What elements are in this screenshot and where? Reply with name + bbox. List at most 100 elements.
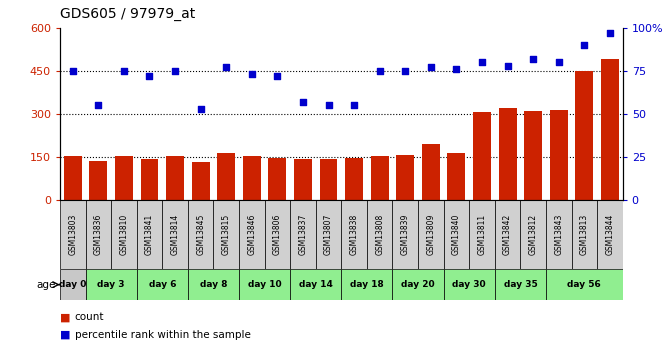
- Text: day 0: day 0: [59, 280, 87, 289]
- Text: day 20: day 20: [401, 280, 435, 289]
- Text: GSM13839: GSM13839: [401, 214, 410, 255]
- Bar: [111, 200, 137, 269]
- Bar: [268, 158, 286, 200]
- Bar: [444, 269, 495, 300]
- Bar: [422, 144, 440, 200]
- Bar: [392, 200, 418, 269]
- Text: age: age: [36, 280, 55, 289]
- Bar: [290, 200, 316, 269]
- Bar: [290, 269, 342, 300]
- Point: [349, 102, 360, 108]
- Bar: [243, 156, 261, 200]
- Bar: [316, 200, 341, 269]
- Point: [579, 42, 589, 48]
- Point: [195, 106, 206, 111]
- Text: GSM13808: GSM13808: [375, 214, 384, 255]
- Text: GSM13813: GSM13813: [580, 214, 589, 255]
- Bar: [192, 162, 210, 200]
- Point: [426, 65, 436, 70]
- Text: GSM13843: GSM13843: [554, 214, 563, 255]
- Text: day 10: day 10: [248, 280, 282, 289]
- Text: GSM13806: GSM13806: [273, 214, 282, 255]
- Text: day 35: day 35: [503, 280, 537, 289]
- Bar: [499, 108, 517, 200]
- Bar: [448, 152, 466, 200]
- Bar: [546, 269, 623, 300]
- Text: GSM13846: GSM13846: [247, 214, 256, 255]
- Bar: [115, 156, 133, 200]
- Text: percentile rank within the sample: percentile rank within the sample: [75, 330, 250, 339]
- Bar: [597, 200, 623, 269]
- Text: ■: ■: [60, 313, 71, 322]
- Bar: [141, 159, 159, 200]
- Bar: [396, 155, 414, 200]
- Text: GSM13845: GSM13845: [196, 214, 205, 255]
- Text: GSM13841: GSM13841: [145, 214, 154, 255]
- Bar: [371, 156, 389, 200]
- Point: [93, 102, 104, 108]
- Text: GSM13837: GSM13837: [298, 214, 308, 255]
- Bar: [342, 200, 367, 269]
- Text: GSM13803: GSM13803: [68, 214, 77, 255]
- Text: GSM13807: GSM13807: [324, 214, 333, 255]
- Text: GDS605 / 97979_at: GDS605 / 97979_at: [60, 7, 195, 21]
- Text: ■: ■: [60, 330, 71, 339]
- Text: GSM13814: GSM13814: [170, 214, 180, 255]
- Point: [221, 65, 232, 70]
- Bar: [60, 200, 85, 269]
- Bar: [320, 159, 338, 200]
- Bar: [473, 112, 491, 200]
- Bar: [392, 269, 444, 300]
- Text: count: count: [75, 313, 104, 322]
- Bar: [213, 200, 239, 269]
- Text: day 8: day 8: [200, 280, 227, 289]
- Point: [170, 68, 180, 73]
- Bar: [470, 200, 495, 269]
- Bar: [85, 200, 111, 269]
- Point: [477, 59, 488, 65]
- Point: [119, 68, 129, 73]
- Bar: [495, 200, 520, 269]
- Point: [374, 68, 385, 73]
- Bar: [444, 200, 470, 269]
- Bar: [239, 269, 290, 300]
- Bar: [264, 200, 290, 269]
- Text: GSM13809: GSM13809: [426, 214, 436, 255]
- Bar: [239, 200, 264, 269]
- Text: day 56: day 56: [567, 280, 601, 289]
- Text: day 14: day 14: [299, 280, 333, 289]
- Bar: [137, 200, 163, 269]
- Text: GSM13815: GSM13815: [222, 214, 230, 255]
- Point: [144, 73, 155, 79]
- Bar: [575, 71, 593, 200]
- Point: [451, 66, 462, 72]
- Text: day 3: day 3: [97, 280, 125, 289]
- Text: GSM13810: GSM13810: [119, 214, 129, 255]
- Bar: [137, 269, 188, 300]
- Text: GSM13812: GSM13812: [529, 214, 537, 255]
- Bar: [571, 200, 597, 269]
- Bar: [294, 159, 312, 200]
- Text: GSM13840: GSM13840: [452, 214, 461, 255]
- Point: [246, 71, 257, 77]
- Bar: [546, 200, 571, 269]
- Bar: [188, 200, 213, 269]
- Point: [298, 99, 308, 105]
- Bar: [85, 269, 137, 300]
- Point: [605, 30, 615, 36]
- Bar: [64, 156, 82, 200]
- Text: day 18: day 18: [350, 280, 384, 289]
- Bar: [520, 200, 546, 269]
- Bar: [188, 269, 239, 300]
- Bar: [163, 200, 188, 269]
- Text: GSM13811: GSM13811: [478, 214, 487, 255]
- Text: GSM13838: GSM13838: [350, 214, 358, 255]
- Point: [67, 68, 78, 73]
- Bar: [89, 161, 107, 200]
- Bar: [217, 152, 235, 200]
- Bar: [342, 269, 392, 300]
- Bar: [166, 156, 184, 200]
- Point: [553, 59, 564, 65]
- Bar: [550, 110, 567, 200]
- Point: [323, 102, 334, 108]
